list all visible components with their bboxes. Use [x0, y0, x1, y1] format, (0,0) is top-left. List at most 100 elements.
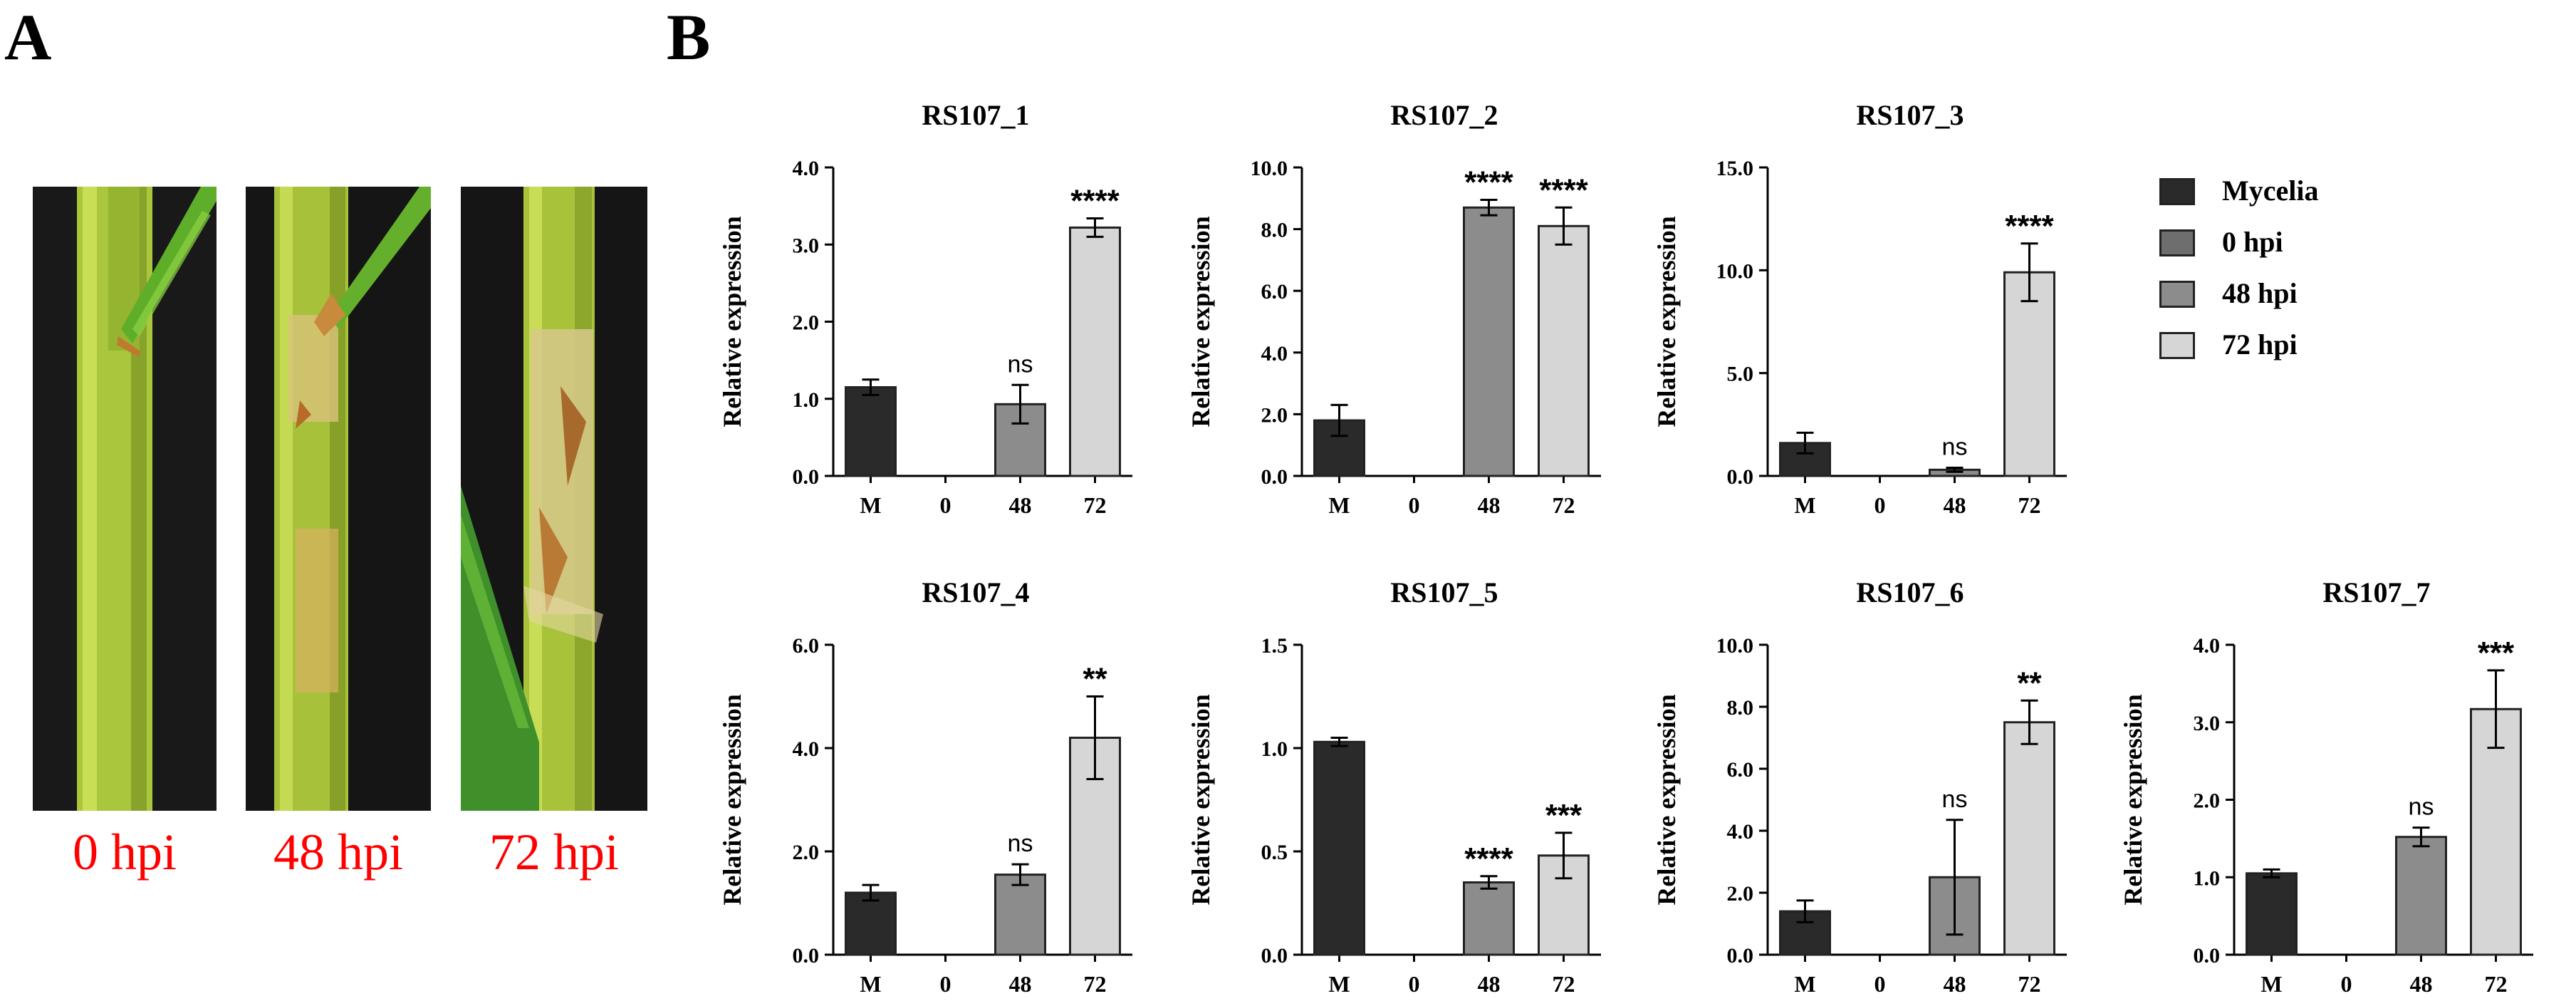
bar: [1313, 740, 1365, 956]
x-tick-label: 48: [1009, 971, 1032, 997]
y-tick-label: 2.0: [2194, 789, 2221, 813]
legend-swatch: [2159, 229, 2195, 256]
x-tick-label: 0: [1874, 971, 1886, 997]
x-tick-label: 48: [1944, 492, 1966, 518]
bar: [1463, 206, 1515, 477]
y-tick-label: 0.0: [2194, 944, 2221, 968]
bar: [2003, 271, 2055, 477]
bar: [1779, 442, 1831, 477]
y-tick-label: 0.0: [1727, 944, 1754, 968]
legend-label: 48 hpi: [2222, 277, 2298, 309]
x-tick-label: 72: [1084, 971, 1107, 997]
y-axis-label: Relative expression: [718, 694, 746, 905]
chart-rs107-2: RS107_2 Relative expression 0.0 2.0 4.0 6.0 8.…: [1187, 99, 1601, 518]
x-tick-label: 48: [1944, 971, 1966, 997]
y-tick-label: 15.0: [1716, 157, 1754, 180]
x-tick-label: 0: [940, 492, 951, 518]
y-tick-label: 0.0: [793, 465, 820, 489]
y-tick-label: 6.0: [793, 634, 820, 658]
y-axis-label: Relative expression: [2119, 694, 2147, 905]
x-tick-label: 48: [1009, 492, 1032, 518]
significance-label: ****: [2005, 209, 2054, 244]
chart-title: RS107_5: [1390, 576, 1498, 608]
panel-label-a: A: [4, 1, 52, 73]
y-tick-label: 3.0: [2194, 712, 2221, 735]
chart-rs107-3: RS107_3 Relative expression 0.0 5.0 10.0 15.0…: [1652, 99, 2067, 518]
y-tick-label: 2.0: [793, 311, 820, 335]
y-tick-label: 4.0: [793, 737, 820, 761]
panel-label-b: B: [667, 1, 711, 73]
x-tick-label: M: [1794, 492, 1815, 518]
x-tick-label: 0: [1409, 971, 1420, 997]
legend-label: 72 hpi: [2222, 328, 2298, 361]
significance-label: **: [1083, 662, 1107, 697]
photo-label-48hpi: 48 hpi: [273, 824, 403, 881]
x-tick-label: 72: [1553, 492, 1575, 518]
y-tick-label: 4.0: [793, 157, 820, 180]
x-tick-label: 48: [2410, 971, 2433, 997]
y-tick-label: 0.0: [793, 944, 820, 968]
y-tick-label: 10.0: [1716, 634, 1754, 658]
y-tick-label: 2.0: [1261, 403, 1288, 427]
x-tick-label: M: [1328, 971, 1350, 997]
y-tick-label: 6.0: [1261, 280, 1288, 304]
bar: [2246, 872, 2298, 956]
y-axis-label: Relative expression: [1652, 694, 1681, 905]
legend-label: 0 hpi: [2222, 226, 2283, 258]
x-tick-label: M: [860, 971, 881, 997]
y-tick-label: 6.0: [1727, 758, 1754, 782]
significance-label: ****: [1539, 172, 1588, 207]
stem-photo-72hpi: [461, 187, 647, 811]
y-tick-label: 3.0: [793, 234, 820, 257]
stem-photo-48hpi: [246, 187, 431, 811]
chart-rs107-1: RS107_1 Relative expression 0.0 1.0 2.0 3.0 4.…: [718, 99, 1132, 518]
y-tick-label: 0.5: [1261, 841, 1288, 864]
y-tick-label: 8.0: [1727, 696, 1754, 720]
bar: [2470, 707, 2522, 956]
y-tick-label: 2.0: [1727, 882, 1754, 906]
y-axis-label: Relative expression: [1187, 216, 1215, 427]
bar: [1538, 224, 1590, 477]
x-tick-label: 48: [1478, 971, 1501, 997]
significance-label: ***: [1545, 798, 1582, 833]
significance-label: ns: [2409, 794, 2434, 821]
chart-title: RS107_6: [1856, 576, 1964, 608]
x-tick-label: 72: [2018, 971, 2041, 997]
photo-label-0hpi: 0 hpi: [72, 824, 177, 881]
x-tick-label: M: [1794, 971, 1815, 997]
y-tick-label: 0.0: [1261, 944, 1288, 968]
y-tick-label: 5.0: [1727, 363, 1754, 386]
y-tick-label: 2.0: [793, 841, 820, 864]
legend-label: Mycelia: [2222, 175, 2319, 207]
significance-label: **: [2017, 665, 2042, 700]
photo-label-72hpi: 72 hpi: [489, 824, 619, 881]
legend-swatch: [2159, 281, 2195, 308]
y-axis-label: Relative expression: [1187, 694, 1215, 905]
x-tick-label: 72: [2018, 492, 2041, 518]
bar: [2395, 836, 2447, 956]
y-tick-label: 4.0: [1261, 342, 1288, 365]
chart-rs107-4: RS107_4 Relative expression 0.0 2.0 4.0 6.0 M 0…: [718, 576, 1132, 997]
y-tick-label: 4.0: [1727, 820, 1754, 844]
x-tick-label: 0: [2341, 971, 2352, 997]
y-tick-label: 1.5: [1261, 634, 1288, 658]
chart-rs107-6: RS107_6 Relative expression 0.0 2.0 4.0 6.0 8.…: [1652, 576, 2067, 997]
x-tick-label: M: [2260, 971, 2282, 997]
bar: [1069, 226, 1121, 477]
bar: [2003, 721, 2055, 956]
stem-photo-0hpi: [33, 187, 217, 811]
x-tick-label: 0: [1409, 492, 1420, 518]
y-tick-label: 1.0: [2194, 866, 2221, 890]
x-tick-label: M: [1328, 492, 1350, 518]
chart-rs107-5: RS107_5 Relative expression 0.0 0.5 1.0 1.5 M 0…: [1187, 576, 1601, 997]
significance-label: ****: [1464, 165, 1513, 199]
chart-title: RS107_2: [1390, 99, 1498, 131]
legend-swatch: [2159, 332, 2195, 359]
significance-label: ****: [1464, 841, 1513, 876]
significance-label: ns: [1942, 433, 1968, 460]
x-tick-label: 0: [1874, 492, 1886, 518]
y-tick-label: 0.0: [1727, 465, 1754, 489]
y-tick-label: 10.0: [1716, 259, 1754, 283]
y-tick-label: 4.0: [2194, 634, 2221, 658]
